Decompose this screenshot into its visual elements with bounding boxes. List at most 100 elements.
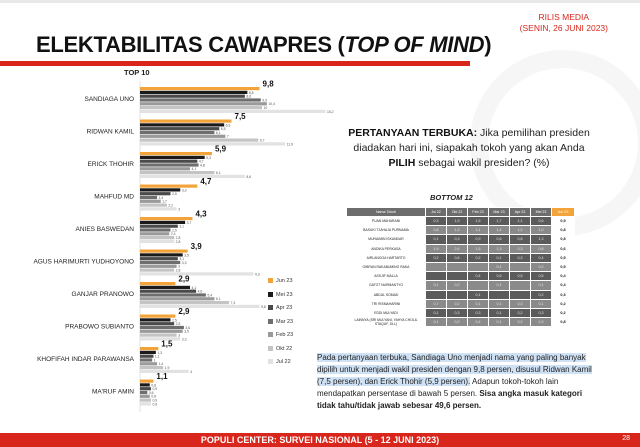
data-label: 6,1 bbox=[216, 171, 221, 175]
bottom12-title: BOTTOM 12 bbox=[430, 193, 473, 202]
data-label: 3,5 bbox=[184, 253, 189, 257]
table-cell: 0,1 bbox=[467, 298, 489, 309]
bar-jul-22 bbox=[140, 304, 260, 308]
data-label: 5,4 bbox=[207, 293, 212, 297]
data-label: 10,4 bbox=[268, 102, 275, 106]
table-cell: 1,5 bbox=[467, 215, 489, 227]
bar-okt-22 bbox=[140, 203, 167, 207]
bar-feb-23 bbox=[140, 362, 158, 366]
data-label: 3,3 bbox=[182, 261, 187, 265]
data-label: 2,2 bbox=[168, 204, 173, 208]
data-label: 0,9 bbox=[152, 402, 157, 406]
table-cell-name: TRI RISMAHARINI bbox=[346, 298, 426, 309]
table-row: ANDIKA PERKASA 1,9 2,6 1,6 1,3 0,3 0,8 0,6 bbox=[346, 243, 575, 254]
table-cell: 0,1 bbox=[425, 307, 447, 319]
table-cell: 1,2 bbox=[509, 225, 531, 236]
bar-jun-23 bbox=[140, 314, 176, 318]
bar-okt-22 bbox=[140, 236, 175, 240]
bar-mar-23 bbox=[140, 98, 261, 102]
bar-mar-23 bbox=[140, 228, 171, 232]
table-cell-current: 0,8 bbox=[551, 225, 575, 236]
bar-jun-23 bbox=[140, 87, 260, 91]
table-cell: 0,2 bbox=[446, 298, 468, 309]
table-cell-name: PUAN MAHARANI bbox=[346, 215, 426, 227]
legend-label: Apr 23 bbox=[276, 305, 293, 311]
table-cell: 1,3 bbox=[488, 243, 510, 254]
data-label: 6,5 bbox=[221, 127, 226, 131]
table-header-row: Nama Tokoh Jul 22 Okt 22 Feb 23 Mar 23 Apr 23… bbox=[346, 207, 575, 217]
table-cell-name: LAINNYA (SRI MULYANI, YAHYA CHOLIL STAQU… bbox=[346, 317, 426, 328]
table-cell-current: 0,6 bbox=[551, 243, 575, 254]
bar-apr-23 bbox=[140, 289, 197, 293]
data-label: 2,8 bbox=[176, 322, 181, 326]
table-cell bbox=[446, 261, 468, 273]
table-cell: 0,1 bbox=[530, 298, 552, 309]
bar-okt-22 bbox=[140, 366, 164, 370]
data-label-current: 3,9 bbox=[191, 242, 203, 251]
bar-apr-23 bbox=[140, 322, 175, 326]
title-main: ELEKTABILITAS CAWAPRES ( bbox=[36, 32, 345, 57]
table-cell: 0,8 bbox=[530, 243, 552, 254]
table-cell: 1,9 bbox=[425, 243, 447, 254]
table-row: GIBRAN RAKABUMING RAKA 0,1 0,2 0,5 bbox=[346, 261, 575, 273]
data-label: 3,3 bbox=[182, 337, 187, 341]
bar-jul-22 bbox=[140, 402, 151, 406]
table-cell: 0,5 bbox=[488, 271, 510, 282]
bar-jul-22 bbox=[140, 337, 181, 341]
table-cell-current: 0,4 bbox=[551, 280, 575, 291]
legend-swatch bbox=[268, 291, 273, 297]
legend-label: Jul 22 bbox=[276, 359, 291, 365]
data-label: 1,1 bbox=[155, 355, 160, 359]
bar-feb-23 bbox=[140, 394, 150, 398]
bar-feb-23 bbox=[140, 167, 191, 171]
table-cell: 0,9 bbox=[467, 234, 489, 245]
question-text-1: Jika pemilihan presiden diadakan hari in… bbox=[353, 127, 590, 154]
footer-text: POPULI CENTER: SURVEI NASIONAL (5 - 12 J… bbox=[200, 435, 440, 445]
table-cell bbox=[425, 289, 447, 300]
bar-feb-23 bbox=[140, 297, 215, 301]
table-row: AIRLANGGA HARTARTO 0,2 0,6 0,2 0,1 0,3 0,4 0,5 bbox=[346, 252, 575, 263]
table-cell: 0,4 bbox=[467, 271, 489, 282]
bar-mar-23 bbox=[140, 130, 215, 135]
bar-mei-23 bbox=[140, 155, 205, 159]
data-label: 2,8 bbox=[176, 269, 181, 273]
data-label: 8,8 bbox=[249, 91, 254, 95]
bar-jul-22 bbox=[140, 142, 286, 146]
data-label: 3 bbox=[178, 334, 180, 338]
data-label: 9,3 bbox=[255, 272, 260, 276]
bar-jul-22 bbox=[140, 369, 189, 373]
table-cell: 0,3 bbox=[530, 317, 552, 328]
legend-swatch bbox=[268, 318, 273, 324]
data-label: 8,6 bbox=[246, 95, 251, 99]
data-label: 1,4 bbox=[159, 196, 164, 200]
data-label: 2,8 bbox=[176, 240, 181, 244]
table-cell: 0,1 bbox=[488, 298, 510, 309]
data-label: 0,6 bbox=[149, 391, 154, 395]
legend-swatch bbox=[268, 278, 273, 284]
table-cell-name: MUHAIMIN ISKANDAR bbox=[346, 234, 426, 245]
bar-mar-23 bbox=[140, 195, 158, 200]
bar-apr-23 bbox=[140, 387, 151, 391]
note-bold: Sisa angka masuk kategori tidak tahu/tid… bbox=[317, 389, 583, 410]
category-label: MA'RUF AMIN bbox=[92, 389, 134, 396]
bar-jun-23 bbox=[140, 152, 212, 156]
bar-feb-23 bbox=[140, 329, 183, 333]
bar-okt-22 bbox=[140, 171, 215, 175]
table-cell bbox=[509, 289, 531, 300]
table-cell-current: 0,8 bbox=[551, 317, 575, 328]
data-label: 0,9 bbox=[152, 387, 157, 391]
data-label-current: 7,5 bbox=[235, 112, 247, 121]
table-cell-current: 0,9 bbox=[551, 215, 575, 227]
table-cell bbox=[446, 289, 468, 300]
data-label: 0,9 bbox=[152, 399, 157, 403]
category-label: ANIES BASWEDAN bbox=[75, 226, 134, 233]
table-cell: 1,1 bbox=[509, 215, 531, 227]
summary-note: Pada pertanyaan terbuka, Sandiaga Uno me… bbox=[317, 352, 593, 412]
bar-apr-23 bbox=[140, 159, 198, 163]
data-label: 3,3 bbox=[182, 188, 187, 192]
table-cell-current: 0,2 bbox=[551, 298, 575, 309]
bar-feb-23 bbox=[140, 134, 226, 138]
table-cell: 0,2 bbox=[446, 317, 468, 328]
table-cell: 0,1 bbox=[467, 289, 489, 300]
category-label: MAHFUD MD bbox=[94, 194, 134, 201]
